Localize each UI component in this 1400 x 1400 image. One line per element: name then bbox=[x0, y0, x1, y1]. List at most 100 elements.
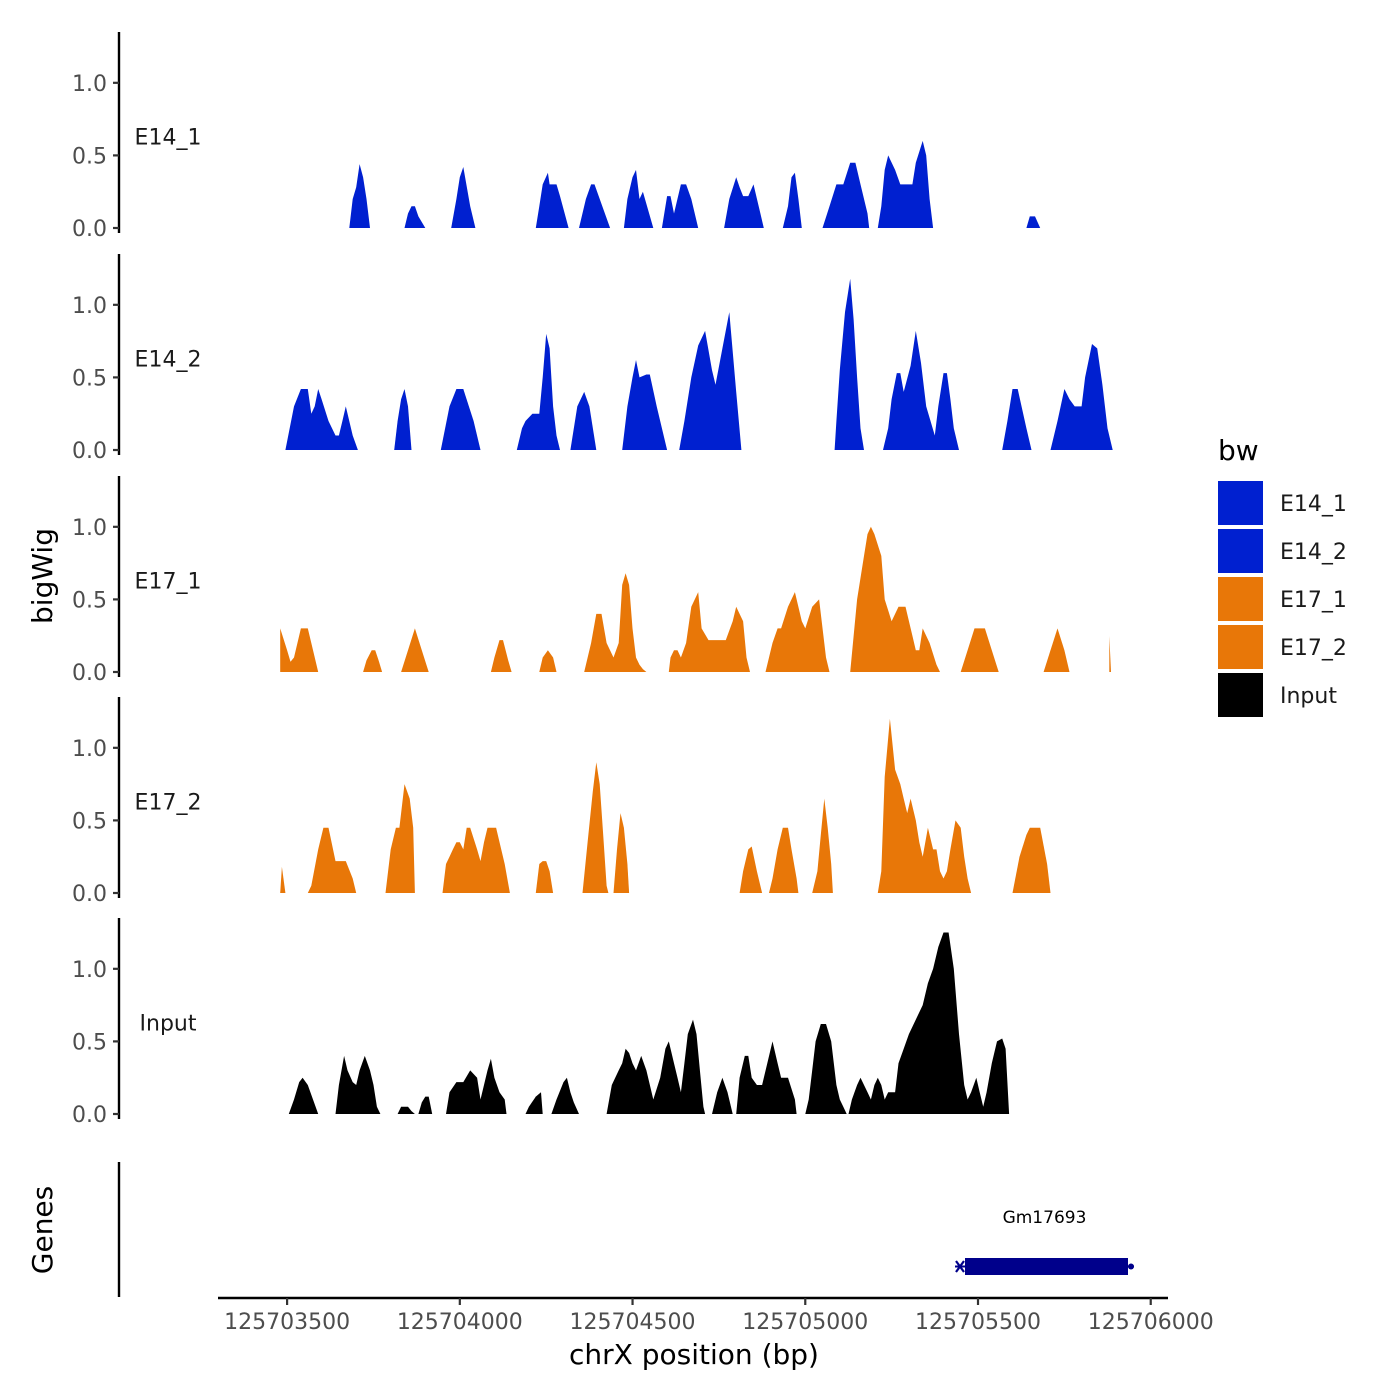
track-E14_1-peak bbox=[782, 172, 802, 228]
track-E17_2-peak bbox=[613, 813, 630, 893]
track-E14_2-peak bbox=[679, 312, 742, 450]
track-E14_1-peak bbox=[451, 167, 476, 228]
tracks-layer: 0.0 0.5 1.0 E14_1 0.0 0.5 1.0 E14_2 0.0 0.5 1.0 E17… bbox=[72, 32, 1113, 1128]
legend-title: bw bbox=[1218, 434, 1259, 467]
y-tick-label: 0.0 bbox=[72, 217, 107, 242]
track-E14_2-peak bbox=[440, 389, 481, 450]
track-Input-peak bbox=[288, 1077, 319, 1114]
track-E17_1-peak bbox=[280, 628, 319, 672]
track-E17_2-peak bbox=[535, 861, 554, 893]
gene-strand-marker bbox=[955, 1260, 965, 1273]
track-E17_2-peak bbox=[769, 827, 799, 893]
y-tick-label: 0.0 bbox=[72, 882, 107, 907]
track-Input: 0.0 0.5 1.0 Input bbox=[72, 918, 1010, 1128]
track-E14_2: 0.0 0.5 1.0 E14_2 bbox=[72, 254, 1113, 464]
x-axis-title: chrX position (bp) bbox=[569, 1338, 819, 1371]
track-Input-peak bbox=[335, 1055, 381, 1114]
track-E14_1-peak bbox=[822, 162, 870, 228]
track-E14_2-peak bbox=[834, 278, 864, 450]
legend-label: E14_2 bbox=[1280, 540, 1347, 565]
legend-swatch bbox=[1218, 673, 1263, 717]
track-E14_1-peak bbox=[535, 172, 569, 228]
genes-panel: Gm17693 bbox=[117, 1162, 1134, 1297]
track-E17_1-peak bbox=[668, 592, 750, 672]
track-E17_1-peak bbox=[363, 650, 383, 672]
track-E14_1-peak bbox=[724, 177, 764, 228]
track-E14_2-peak bbox=[285, 389, 358, 450]
x-axis: 125703500 125704000 125704500 125705000 1257… bbox=[218, 1296, 1214, 1335]
x-tick-label: 125705500 bbox=[915, 1310, 1041, 1335]
track-Input-peak bbox=[848, 932, 1010, 1114]
y-tick-label: 0.5 bbox=[72, 1030, 107, 1055]
legend-label: E17_2 bbox=[1280, 636, 1347, 661]
track-E14_1: 0.0 0.5 1.0 E14_1 bbox=[72, 32, 1041, 242]
track-Input-peak bbox=[606, 1019, 706, 1114]
track-Input-peak bbox=[712, 1077, 733, 1114]
track-Input-peak bbox=[736, 1041, 797, 1114]
legend-entry-E14_2: E14_2 bbox=[1218, 529, 1347, 573]
track-E14_2-peak bbox=[516, 333, 560, 450]
y-axis-title: bigWig bbox=[26, 528, 59, 624]
y-tick-label: 0.0 bbox=[72, 1103, 107, 1128]
track-E14_2-peak bbox=[1002, 389, 1032, 450]
track-Input-peak bbox=[551, 1077, 579, 1114]
track-E14_1-peak bbox=[349, 164, 370, 228]
track-E14_2-peak bbox=[622, 360, 668, 450]
y-tick-label: 0.5 bbox=[72, 366, 107, 391]
track-label-E17_1: E17_1 bbox=[135, 570, 202, 595]
track-E14_2-peak bbox=[1050, 344, 1113, 450]
gene-label: Gm17693 bbox=[1003, 1208, 1087, 1228]
legend-swatch bbox=[1218, 577, 1263, 621]
track-E17_2-peak bbox=[442, 827, 510, 893]
gene-Gm17693: Gm17693 bbox=[955, 1208, 1134, 1275]
track-Input-peak bbox=[397, 1106, 415, 1114]
track-E17_1-peak bbox=[584, 573, 647, 672]
track-E14_1-peak bbox=[404, 206, 426, 228]
track-E14_2-peak bbox=[883, 330, 959, 450]
y-tick-label: 0.5 bbox=[72, 588, 107, 613]
track-E17_2-peak bbox=[739, 846, 763, 893]
legend-label: E14_1 bbox=[1280, 492, 1347, 517]
y-tick-label: 0.5 bbox=[72, 809, 107, 834]
track-E17_1-peak bbox=[960, 628, 999, 672]
legend-swatch bbox=[1218, 529, 1263, 573]
track-E14_1-peak bbox=[579, 184, 611, 228]
track-E17_2-peak bbox=[280, 866, 286, 893]
track-E14_2-peak bbox=[394, 389, 412, 450]
x-tick-label: 125704500 bbox=[570, 1310, 696, 1335]
x-tick-label: 125706000 bbox=[1088, 1310, 1214, 1335]
track-Input-peak bbox=[418, 1096, 433, 1114]
track-E17_2-peak bbox=[307, 827, 357, 893]
track-Input-peak bbox=[525, 1092, 543, 1114]
track-E14_1-peak bbox=[623, 169, 654, 228]
track-E17_1-peak bbox=[850, 526, 940, 672]
y-tick-label: 0.5 bbox=[72, 144, 107, 169]
x-tick-label: 125703500 bbox=[224, 1310, 350, 1335]
track-label-E17_2: E17_2 bbox=[135, 791, 202, 816]
track-E17_1-peak bbox=[1109, 635, 1111, 672]
legend-label: E17_1 bbox=[1280, 588, 1347, 613]
track-label-Input: Input bbox=[140, 1012, 197, 1037]
y-tick-label: 1.0 bbox=[72, 958, 107, 983]
track-E17_2: 0.0 0.5 1.0 E17_2 bbox=[72, 697, 1051, 907]
track-E17_1-peak bbox=[1043, 628, 1070, 672]
x-tick-label: 125705000 bbox=[742, 1310, 868, 1335]
track-E17_1-peak bbox=[490, 640, 512, 672]
track-E17_1-peak bbox=[401, 628, 429, 672]
track-E14_1-peak bbox=[877, 140, 934, 228]
track-E17_2-peak bbox=[385, 784, 415, 893]
track-Input-peak bbox=[805, 1024, 847, 1114]
y-tick-label: 0.0 bbox=[72, 439, 107, 464]
track-label-E14_1: E14_1 bbox=[135, 126, 202, 151]
track-E17_2-peak bbox=[877, 718, 972, 893]
y-tick-label: 1.0 bbox=[72, 72, 107, 97]
legend-entry-Input: Input bbox=[1218, 673, 1337, 717]
legend-entry-E14_1: E14_1 bbox=[1218, 481, 1347, 525]
track-E17_2-peak bbox=[1012, 827, 1051, 893]
track-E14_1-peak bbox=[1026, 216, 1041, 228]
track-E17_1: 0.0 0.5 1.0 E17_1 bbox=[72, 476, 1111, 686]
track-E17_2-peak bbox=[582, 762, 609, 893]
legend-entry-E17_1: E17_1 bbox=[1218, 577, 1347, 621]
y-tick-label: 0.0 bbox=[72, 661, 107, 686]
